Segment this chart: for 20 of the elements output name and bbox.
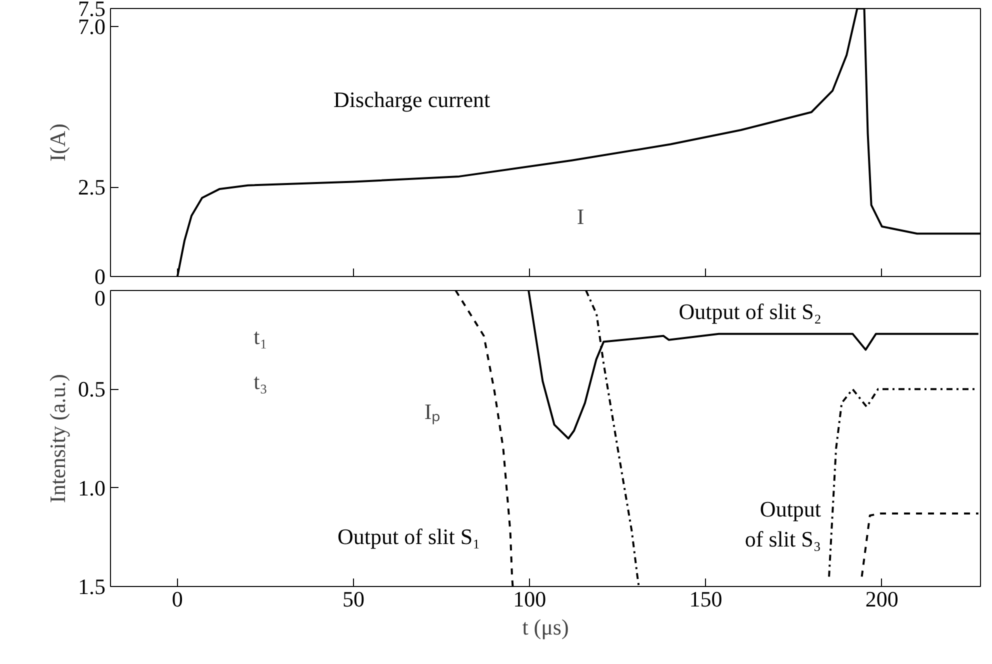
legend-label: Output of slit S₂ [678,298,822,324]
x-axis-title: t (μs) [522,614,569,640]
x-tick-label: 100 [513,586,546,612]
y-axis-title: Intensity (a.u.) [45,374,70,503]
x-tick-label: 50 [342,586,365,612]
y-tick-label: 1.5 [78,574,106,599]
annotation: t₁ [254,324,268,349]
x-tick-label: 150 [689,586,722,612]
text: Discharge current [334,86,490,112]
y-axis-title: I(A) [45,124,70,162]
x-tick-label: 0 [172,586,183,612]
x-tick-label: 200 [865,586,898,612]
annotation: I [576,204,584,229]
y-tick-label: 0.5 [78,376,106,402]
annotation: Iₚ [424,399,441,425]
annotation: t₃ [254,369,268,394]
series-label: Output of slit S₁ [338,524,480,550]
y-tick-label: 1.0 [78,475,106,500]
series-label: Output of slit S₃ [744,496,822,552]
y-tick-label: 2.5 [78,174,106,200]
